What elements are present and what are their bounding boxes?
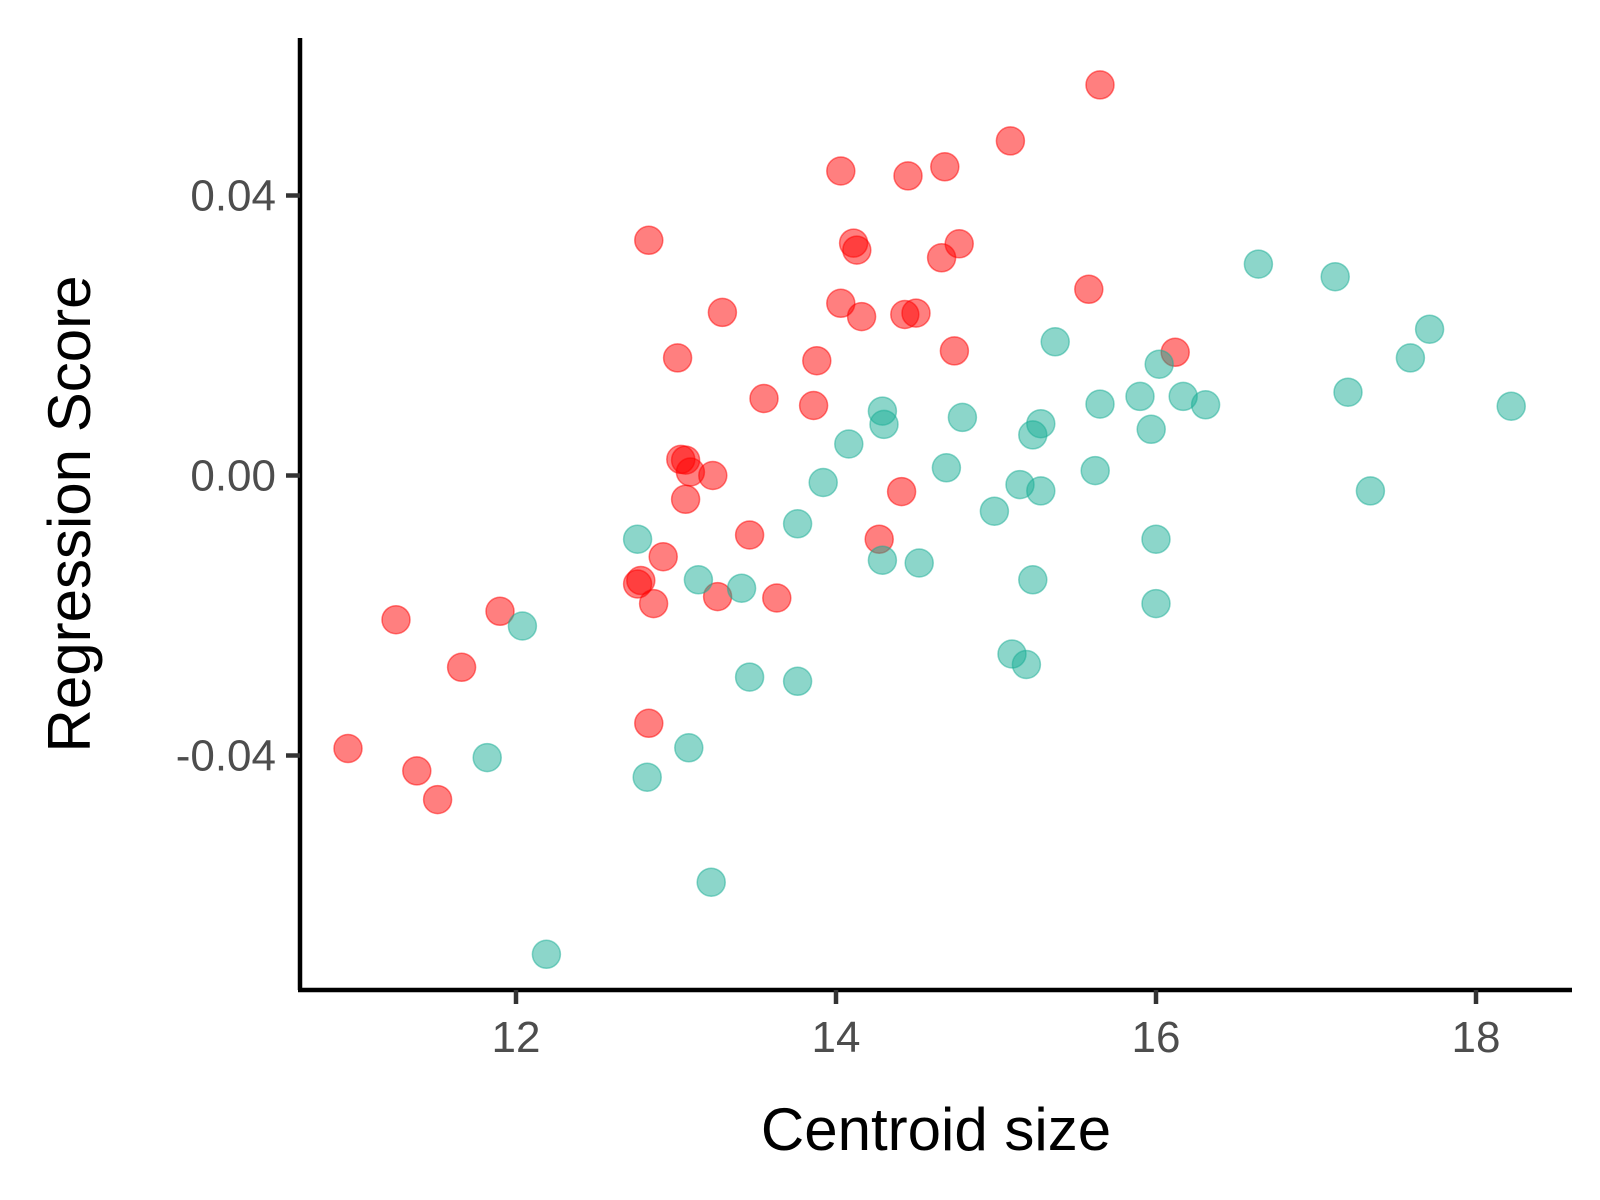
data-point-series-1-2 [995, 126, 1026, 156]
data-point-series-2-41 [472, 742, 502, 773]
data-point-series-1-41 [333, 733, 363, 764]
data-point-series-1-34 [638, 588, 669, 619]
data-point-series-2-11 [1333, 377, 1363, 407]
data-point-series-2-29 [1141, 524, 1171, 554]
data-point-series-2-20 [931, 453, 962, 483]
data-point-series-1-37 [381, 604, 411, 635]
x-tick-label-18: 18 [1452, 1013, 1501, 1062]
data-point-series-2-14 [869, 409, 899, 440]
data-point-series-1-36 [762, 583, 792, 613]
data-point-series-2-34 [1018, 565, 1048, 595]
ticks-layer: 12 14 16 18 -0.04 0.00 0.04 [176, 172, 1501, 1063]
data-point-series-2-18 [1136, 414, 1166, 445]
x-tick-label-12: 12 [492, 1013, 541, 1062]
data-point-series-1-13 [826, 288, 856, 319]
data-point-series-1-43 [422, 784, 453, 815]
data-point-series-1-6 [634, 225, 664, 256]
data-point-series-2-3 [1414, 314, 1445, 344]
data-point-series-2-42 [674, 733, 704, 763]
data-point-series-1-1 [1085, 70, 1115, 100]
data-point-series-2-5 [1040, 327, 1070, 357]
x-tick-label-16: 16 [1132, 1013, 1181, 1062]
data-point-series-1-21 [749, 383, 779, 414]
data-point-series-1-3 [826, 156, 856, 186]
data-point-series-2-19 [834, 429, 864, 459]
data-point-series-1-28 [886, 476, 917, 507]
data-point-series-1-33 [626, 565, 656, 596]
data-point-series-2-45 [531, 939, 562, 970]
data-point-series-1-27 [670, 484, 701, 515]
points-layer [333, 70, 1526, 970]
data-point-series-2-21 [1080, 455, 1110, 486]
x-tick-label-14: 14 [812, 1013, 861, 1062]
data-point-series-2-22 [808, 467, 838, 498]
data-point-series-2-30 [867, 545, 898, 575]
data-point-series-1-12 [707, 297, 738, 328]
data-point-series-2-35 [1141, 588, 1171, 619]
data-point-series-1-39 [446, 652, 477, 683]
data-point-series-2-26 [979, 496, 1010, 526]
data-point-series-2-6 [1144, 349, 1174, 379]
data-point-series-1-38 [485, 596, 515, 627]
y-axis-title: Regression Score [36, 276, 103, 753]
data-point-series-2-24 [1026, 476, 1056, 506]
data-point-series-2-12 [1496, 391, 1526, 421]
data-point-series-2-28 [622, 524, 653, 554]
data-point-series-2-15 [947, 402, 978, 433]
data-point-series-2-32 [683, 565, 714, 595]
data-point-series-2-44 [696, 867, 726, 897]
y-tick-label--0.04: -0.04 [176, 732, 276, 781]
data-point-series-2-43 [632, 762, 662, 792]
data-point-series-2-40 [782, 666, 813, 697]
data-point-series-2-38 [1011, 649, 1042, 680]
data-point-series-1-42 [402, 756, 432, 786]
data-point-series-1-26 [698, 460, 728, 491]
data-point-series-1-10 [926, 243, 957, 273]
data-point-series-2-7 [1085, 389, 1115, 419]
data-point-series-1-29 [734, 520, 765, 550]
data-point-series-2-39 [734, 662, 765, 692]
data-point-series-1-31 [648, 541, 678, 572]
data-point-series-1-17 [939, 336, 970, 366]
data-point-series-2-4 [1395, 343, 1426, 373]
data-point-series-2-27 [782, 509, 813, 539]
data-point-series-1-16 [901, 298, 931, 328]
data-point-series-1-8 [842, 235, 872, 265]
data-point-series-2-36 [507, 611, 538, 641]
data-point-series-2-10 [1190, 390, 1221, 420]
data-point-series-2-1 [1243, 249, 1274, 279]
y-tick-label-0.00: 0.00 [190, 452, 276, 501]
data-point-series-1-14 [846, 301, 877, 332]
data-point-series-1-5 [930, 152, 960, 182]
data-point-series-1-18 [662, 343, 693, 373]
data-point-series-1-19 [802, 345, 832, 376]
data-point-series-2-33 [726, 573, 757, 603]
data-point-series-2-2 [1320, 261, 1350, 292]
axes-layer [297, 38, 1572, 993]
data-point-series-1-4 [893, 161, 923, 191]
data-point-series-2-31 [904, 548, 934, 578]
data-point-series-2-25 [1355, 476, 1386, 506]
y-tick-label-0.04: 0.04 [190, 172, 276, 221]
data-point-series-1-40 [634, 708, 664, 739]
data-point-series-1-22 [798, 390, 829, 421]
data-point-series-1-11 [1074, 274, 1104, 305]
x-axis-title: Centroid size [761, 1096, 1111, 1163]
data-point-series-2-8 [1125, 381, 1155, 412]
data-point-series-2-17 [1018, 420, 1048, 450]
